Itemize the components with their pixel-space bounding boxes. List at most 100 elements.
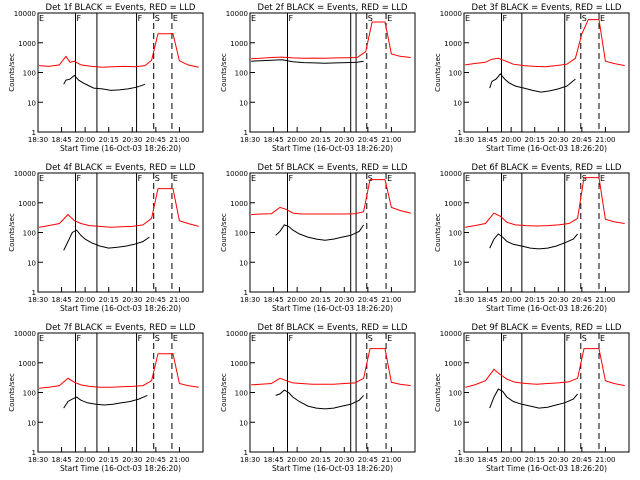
y-axis-label: Counts/sec [434, 373, 442, 412]
x-tick-label: 18:30 [28, 296, 48, 304]
events-series-line [63, 74, 146, 91]
y-tick-label: 10000 [226, 330, 248, 338]
y-tick-label: 100 [23, 70, 36, 78]
x-tick-label: 20:45 [358, 456, 378, 464]
marker-label: E [251, 334, 256, 343]
marker-label: S [368, 14, 373, 23]
lld-series-line [39, 353, 199, 389]
marker-label: F [77, 334, 82, 343]
x-tick-label: 20:00 [501, 456, 521, 464]
plot-frame [463, 332, 630, 453]
x-tick-label: 18:30 [454, 296, 474, 304]
x-tick-label: 20:30 [122, 296, 142, 304]
marker-label: S [155, 14, 160, 23]
marker-label: E [39, 14, 44, 23]
lld-series-line [251, 179, 411, 216]
x-tick-label: 18:45 [51, 136, 71, 144]
marker-label: F [289, 14, 294, 23]
x-tick-label: 20:45 [146, 456, 166, 464]
lld-series-line [39, 188, 199, 228]
x-tick-label: 20:30 [548, 456, 568, 464]
plot-frame [249, 172, 416, 293]
y-tick-label: 100 [235, 390, 248, 398]
y-tick-label: 1000 [230, 360, 248, 368]
x-tick-label: 21:00 [595, 296, 615, 304]
x-tick-label: 20:00 [75, 136, 95, 144]
x-tick-label: 20:00 [501, 136, 521, 144]
marker-label: F [289, 174, 294, 183]
marker-label: E [39, 334, 44, 343]
x-tick-label: 20:00 [75, 296, 95, 304]
y-tick-label: 1000 [18, 360, 36, 368]
marker-label: E [387, 174, 392, 183]
marker-label: F [566, 334, 571, 343]
x-tick-label: 20:30 [548, 136, 568, 144]
chart-title: Det 5f BLACK = Events, RED = LLD [258, 163, 408, 173]
y-tick-label: 100 [23, 390, 36, 398]
lld-series-line [465, 177, 625, 228]
x-tick-label: 18:30 [240, 456, 260, 464]
y-tick-label: 10 [239, 99, 248, 107]
y-tick-label: 10000 [14, 10, 36, 18]
x-tick-label: 18:30 [28, 136, 48, 144]
marker-label: F [503, 334, 508, 343]
marker-label: S [155, 174, 160, 183]
y-axis-label: Counts/sec [220, 213, 228, 252]
chart-title: Det 9f BLACK = Events, RED = LLD [472, 323, 622, 333]
x-tick-label: 21:00 [381, 296, 401, 304]
x-tick-label: 20:15 [525, 296, 545, 304]
marker-label: E [600, 334, 605, 343]
x-tick-label: 18:30 [240, 136, 260, 144]
x-tick-label: 20:30 [122, 136, 142, 144]
x-axis-label: Start Time (16-Oct-03 18:26:20) [486, 144, 607, 153]
y-tick-label: 100 [449, 230, 462, 238]
x-tick-label: 18:45 [477, 456, 497, 464]
y-tick-label: 10 [453, 259, 462, 267]
x-tick-label: 20:45 [572, 136, 592, 144]
x-tick-label: 20:00 [287, 456, 307, 464]
x-tick-label: 18:30 [240, 296, 260, 304]
marker-label: E [251, 14, 256, 23]
y-tick-label: 1 [244, 129, 248, 137]
x-tick-label: 20:00 [287, 296, 307, 304]
x-axis-label: Start Time (16-Oct-03 18:26:20) [272, 464, 393, 473]
lld-series-line [251, 348, 411, 387]
y-tick-label: 1000 [230, 200, 248, 208]
chart-title: Det 1f BLACK = Events, RED = LLD [46, 3, 196, 13]
y-tick-label: 1 [458, 289, 462, 297]
x-tick-label: 20:00 [75, 456, 95, 464]
y-tick-label: 1000 [230, 40, 248, 48]
events-series-line [275, 224, 365, 241]
chart-title: Det 8f BLACK = Events, RED = LLD [258, 323, 408, 333]
x-axis-label: Start Time (16-Oct-03 18:26:20) [60, 144, 181, 153]
marker-label: E [387, 334, 392, 343]
marker-label: F [566, 14, 571, 23]
chart-title: Det 4f BLACK = Events, RED = LLD [46, 163, 196, 173]
marker-label: S [155, 334, 160, 343]
marker-label: E [465, 14, 470, 23]
lld-series-line [465, 19, 625, 68]
plot-frame [37, 12, 204, 133]
x-tick-label: 18:45 [263, 456, 283, 464]
x-tick-label: 20:15 [525, 136, 545, 144]
events-series-line [63, 394, 148, 409]
y-tick-label: 1 [458, 129, 462, 137]
x-tick-label: 20:45 [358, 136, 378, 144]
y-tick-label: 1 [458, 449, 462, 457]
events-series-line [63, 229, 150, 251]
y-tick-label: 10 [27, 99, 36, 107]
x-tick-label: 20:15 [525, 456, 545, 464]
marker-label: F [566, 174, 571, 183]
x-tick-label: 18:45 [477, 296, 497, 304]
x-tick-label: 21:00 [169, 136, 189, 144]
x-tick-label: 18:30 [28, 456, 48, 464]
events-series-line [251, 59, 364, 64]
x-tick-label: 21:00 [595, 136, 615, 144]
x-tick-label: 18:45 [477, 136, 497, 144]
x-axis-label: Start Time (16-Oct-03 18:26:20) [272, 144, 393, 153]
y-tick-label: 10 [453, 99, 462, 107]
y-tick-label: 10000 [14, 170, 36, 178]
